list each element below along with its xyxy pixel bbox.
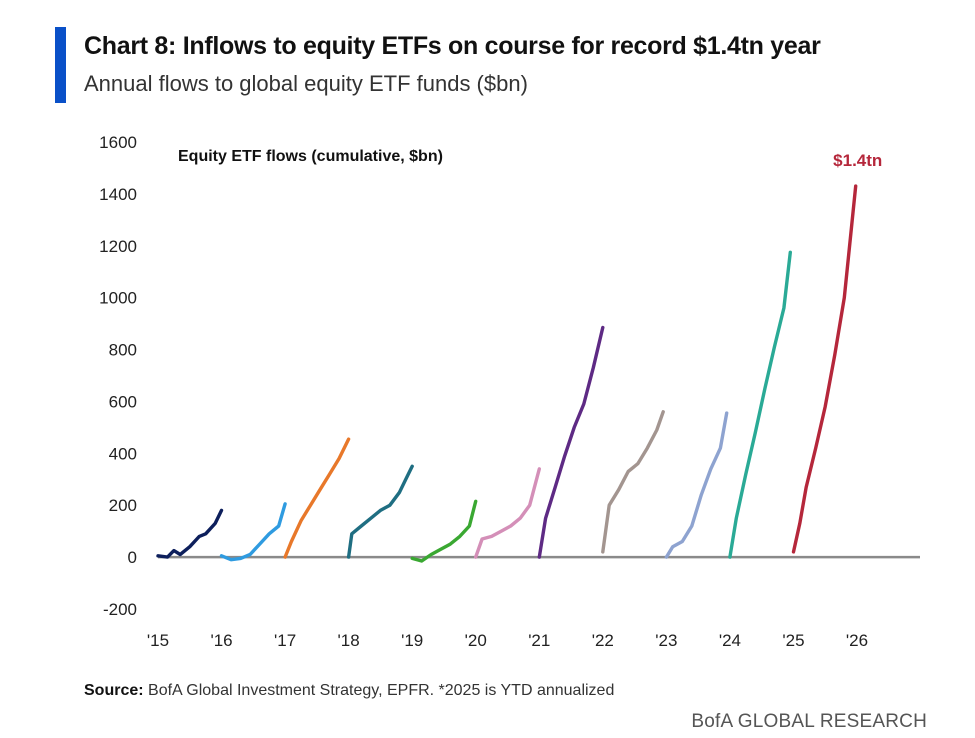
y-tick-label: -200	[103, 600, 137, 619]
y-tick-label: 1000	[99, 289, 137, 308]
y-tick-label: 1400	[99, 185, 137, 204]
y-tick-label: 200	[109, 496, 137, 515]
x-tick-label: '20	[465, 631, 487, 650]
y-tick-label: 1200	[99, 237, 137, 256]
x-tick-label: '18	[338, 631, 360, 650]
series-line	[346, 464, 414, 559]
y-tick-label: 1600	[99, 133, 137, 152]
series-line	[156, 508, 224, 559]
series-line	[664, 411, 729, 559]
x-tick-label: '19	[401, 631, 423, 650]
x-tick-label: '16	[210, 631, 232, 650]
inner-chart-label: Equity ETF flows (cumulative, $bn)	[178, 148, 443, 165]
series-line	[791, 184, 858, 554]
x-tick-label: '24	[719, 631, 741, 650]
title-accent-bar	[55, 27, 66, 103]
series-line	[410, 499, 478, 563]
x-tick-label: '23	[655, 631, 677, 650]
y-tick-label: 600	[109, 392, 137, 411]
series-line	[601, 410, 665, 554]
x-tick-label: '15	[147, 631, 169, 650]
source-label: Source:	[84, 682, 144, 699]
x-tick-label: '25	[782, 631, 804, 650]
y-tick-label: 400	[109, 444, 137, 463]
series-line	[219, 502, 287, 562]
chart-subtitle: Annual flows to global equity ETF funds …	[84, 71, 528, 96]
series-line	[283, 437, 351, 559]
x-tick-label: '26	[846, 631, 868, 650]
x-tick-label: '21	[528, 631, 550, 650]
annotation-label: $1.4tn	[833, 151, 882, 170]
series-line	[728, 250, 792, 559]
source-text: BofA Global Investment Strategy, EPFR. *…	[148, 682, 615, 699]
x-tick-label: '17	[274, 631, 296, 650]
y-tick-label: 0	[128, 548, 137, 567]
chart-plot: -200 0 200 400 600 800 1000 1200 1400 1600 '15 '16 '…	[99, 133, 920, 650]
series-line	[537, 325, 605, 559]
y-tick-label: 800	[109, 341, 137, 360]
x-tick-label: '22	[592, 631, 614, 650]
brand-footer: BofA GLOBAL RESEARCH	[691, 711, 927, 732]
chart-title: Chart 8: Inflows to equity ETFs on cours…	[84, 32, 821, 60]
series-line	[474, 467, 541, 559]
source-note: Source: BofA Global Investment Strategy,…	[84, 682, 614, 700]
